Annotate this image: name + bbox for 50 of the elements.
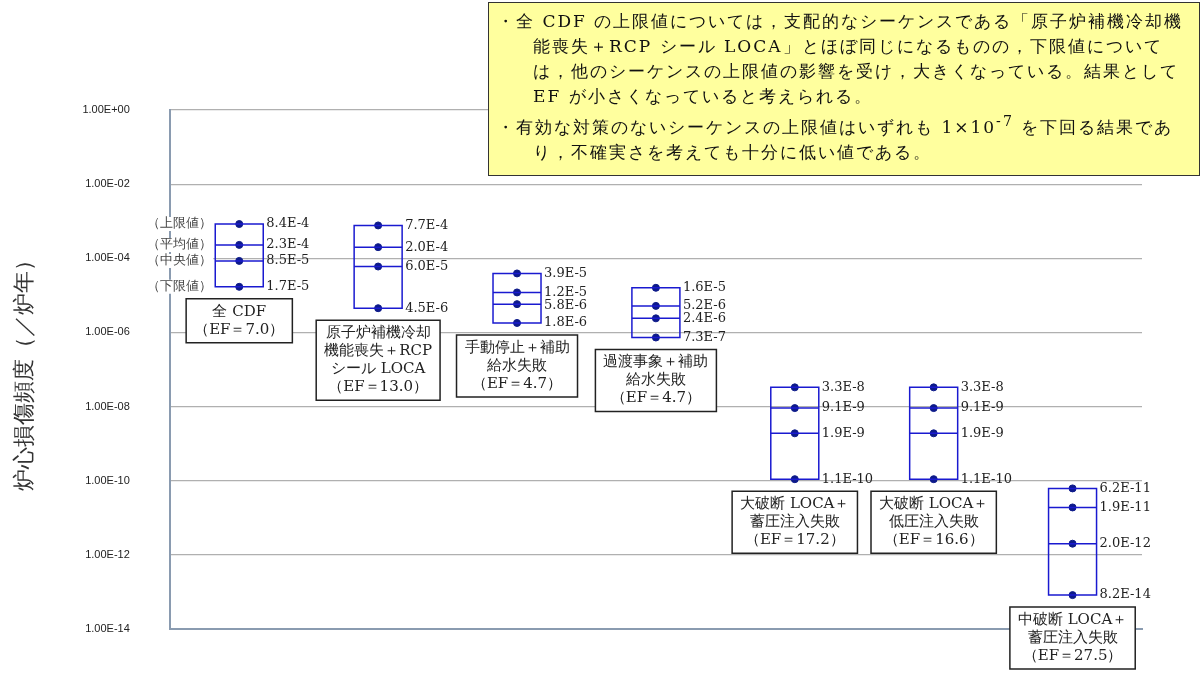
data-label: 1.9E-11 <box>1099 498 1151 514</box>
y-tick-label: 1.00E+00 <box>82 103 130 116</box>
x-tick-label: 中破断 LOCA＋蓄圧注入失敗（EF＝27.5） <box>1017 610 1128 665</box>
data-label: 2.0E-4 <box>405 238 449 254</box>
data-label: 1.6E-5 <box>682 279 726 295</box>
data-label: 1.1E-10 <box>821 470 874 486</box>
data-label: 1.8E-6 <box>544 314 588 330</box>
data-label: 1.9E-9 <box>960 424 1004 440</box>
data-label: 4.5E-6 <box>405 299 449 315</box>
data-label: 5.2E-6 <box>682 297 726 313</box>
text: ・全 CDF の上限値については，支配的なシーケンスである「原子炉補機冷却機能喪失＋RCP シール LOCA」とほぼ同じになるものの，下限値については，他のシーケンスの上限値の影響を受け，大きくなっている。結果として EF が小さくなっていると考えられる。 <box>497 10 1185 108</box>
data-label: 9.1E-9 <box>821 399 865 415</box>
data-label: 9.1E-9 <box>960 399 1004 415</box>
y-tick-label: 1.00E-04 <box>85 251 130 264</box>
data-label: 3.3E-8 <box>960 378 1004 394</box>
data-label: 1.9E-9 <box>821 424 865 440</box>
data-label: 5.8E-6 <box>544 296 588 312</box>
x-tick-label: 全 CDF（EF＝7.0） <box>194 301 285 338</box>
series-label: （下限値） <box>147 278 213 294</box>
data-label: 7.7E-4 <box>405 216 449 232</box>
data-label: 1.1E-10 <box>960 470 1013 486</box>
data-label: 8.5E-5 <box>266 252 310 268</box>
x-tick-label: 原子炉補機冷却機能喪失＋RCP シール LOCA（EF＝13.0） <box>324 323 433 396</box>
series-label: （中央値） <box>147 252 213 268</box>
y-tick-label: 1.00E-06 <box>85 325 130 338</box>
y-tick-label: 1.00E-12 <box>85 547 130 560</box>
y-axis-title: 炉心損傷頻度（／炉年） <box>10 248 36 491</box>
x-tick-label: 大破断 LOCA＋低圧注入失敗（EF＝16.6） <box>879 494 989 549</box>
data-label: 6.2E-11 <box>1099 479 1151 495</box>
x-tick-label: 過渡事象＋補助給水失敗（EF＝4.7） <box>603 352 709 407</box>
text: ・有効な対策のないシーケンスの上限値はいずれも 1×10$^{-7}$ を下回る結果であり，不確実さを考えても十分に低い値である。 <box>497 113 1174 162</box>
y-tick-label: 1.00E-10 <box>85 473 130 486</box>
data-label: 8.4E-4 <box>266 215 310 231</box>
data-label: 2.3E-4 <box>266 236 310 252</box>
y-tick-label: 1.00E-14 <box>85 622 130 635</box>
data-label: 1.7E-5 <box>266 278 310 294</box>
series-label: （平均値） <box>147 236 213 252</box>
y-tick-label: 1.00E-08 <box>85 399 130 412</box>
data-label: 7.3E-7 <box>682 328 726 344</box>
data-label: 3.3E-8 <box>821 378 865 394</box>
data-label: 8.2E-14 <box>1099 586 1151 602</box>
x-tick-label: 大破断 LOCA＋蓄圧注入失敗（EF＝17.2） <box>740 494 850 549</box>
series-label: （上限値） <box>147 215 213 231</box>
x-tick-label: 手動停止＋補助給水失敗（EF＝4.7） <box>464 337 570 392</box>
data-label: 6.0E-5 <box>405 257 449 273</box>
data-label: 3.9E-5 <box>544 264 588 280</box>
y-tick-label: 1.00E-02 <box>85 177 130 190</box>
data-label: 2.4E-6 <box>682 310 726 326</box>
data-label: 2.0E-12 <box>1099 535 1151 551</box>
data-label: 1.2E-5 <box>544 283 588 299</box>
